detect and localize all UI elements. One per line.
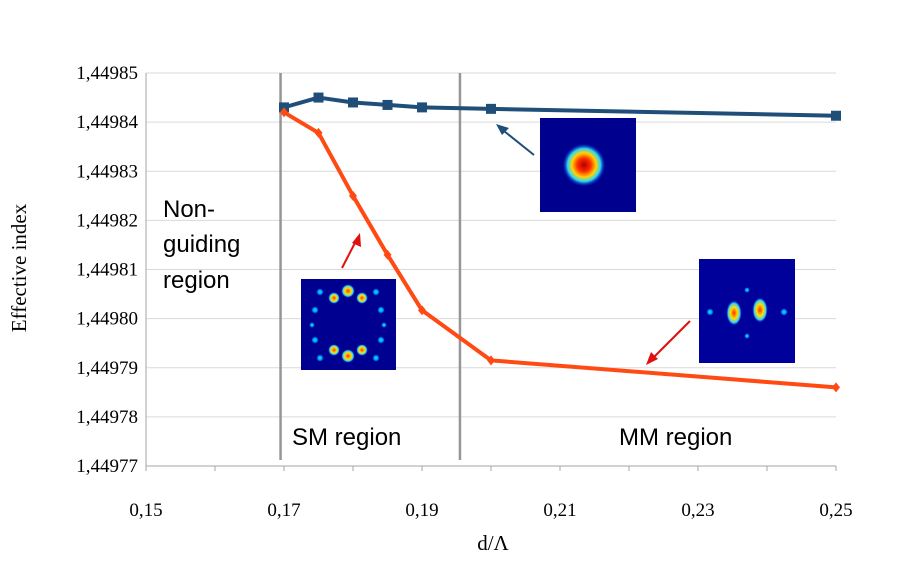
y-tick-label: 1,44978: [76, 407, 138, 428]
sm-region-label: SM region: [292, 424, 401, 451]
x-tick-label: 0,19: [405, 500, 438, 521]
data-series: [279, 92, 841, 393]
data-point: [418, 305, 426, 316]
horizontal-gridlines: [146, 72, 836, 418]
data-point: [417, 102, 427, 113]
series-1: [279, 92, 841, 121]
x-tick-label: 0,23: [681, 500, 714, 521]
region-dividers: [279, 73, 462, 460]
y-axis-title: Effective index: [7, 203, 31, 332]
fundamental-mode-inset: [540, 118, 636, 212]
arrow-to-cladding-curve: [341, 233, 361, 269]
data-point: [349, 190, 357, 201]
y-tick-label: 1,44982: [76, 210, 138, 231]
x-tick-label: 0,21: [543, 500, 576, 521]
non-guiding-label-line2: guiding: [163, 231, 240, 258]
x-axis-title: d/Λ: [477, 531, 509, 555]
data-point: [383, 249, 392, 260]
arrow-to-higher-order-curve: [646, 320, 691, 365]
data-point: [382, 99, 393, 110]
data-point: [486, 103, 496, 114]
higher-order-mode-inset: [699, 259, 795, 363]
non-guiding-label-line3: region: [163, 267, 230, 294]
data-point: [280, 107, 288, 118]
y-tick-label: 1,44984: [76, 112, 138, 133]
non-guiding-label-line1: Non-: [163, 196, 215, 223]
y-tick-label: 1,44979: [76, 358, 138, 379]
series-line: [283, 95, 837, 118]
y-tick-label: 1,44980: [76, 309, 138, 330]
data-point: [348, 97, 358, 108]
data-point: [314, 127, 323, 138]
mm-region-label: MM region: [619, 424, 732, 451]
data-point: [832, 382, 840, 393]
x-tick-label: 0,25: [819, 500, 852, 521]
y-tick-label: 1,44983: [76, 161, 138, 182]
y-tick-label: 1,44977: [76, 456, 138, 477]
data-point: [831, 110, 841, 121]
series-2: [280, 107, 840, 393]
x-tick-label: 0,15: [129, 500, 162, 521]
axes: 1,44977 1,44978 1,44979 1,44980 1,44981 1,449…: [76, 63, 852, 521]
data-point: [313, 92, 324, 103]
x-tick-label: 0,17: [267, 500, 300, 521]
cladding-mode-inset: [301, 279, 396, 370]
arrow-to-fundamental-inset: [496, 124, 535, 156]
y-tick-label: 1,44981: [76, 260, 138, 281]
y-tick-label: 1,44985: [76, 63, 138, 84]
data-point: [487, 355, 495, 366]
